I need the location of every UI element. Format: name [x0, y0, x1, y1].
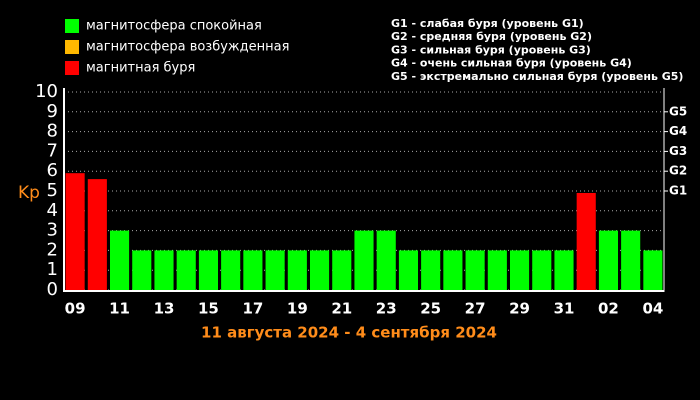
- bar: [643, 250, 663, 290]
- y-tick-label: 0: [47, 279, 58, 300]
- x-tick-label: 15: [198, 300, 219, 318]
- y-tick-label: 3: [47, 220, 58, 241]
- bar: [443, 250, 463, 290]
- bar: [198, 250, 218, 290]
- bar: [421, 250, 441, 290]
- bar: [87, 179, 107, 290]
- bar: [310, 250, 330, 290]
- x-tick-label: 17: [242, 300, 263, 318]
- bar: [132, 250, 152, 290]
- bar: [221, 250, 241, 290]
- bar: [354, 230, 374, 290]
- legend-swatch: [65, 40, 79, 54]
- bar: [332, 250, 352, 290]
- y-tick-label: 1: [47, 259, 58, 280]
- x-tick-label: 25: [420, 300, 441, 318]
- y-tick-label: 4: [47, 200, 58, 221]
- storm-level: G5 - экстремально сильная буря (уровень …: [391, 70, 683, 83]
- bar: [65, 173, 85, 290]
- legend-swatch: [65, 61, 79, 75]
- bar: [287, 250, 307, 290]
- y2-tick-label: G4: [669, 124, 687, 138]
- bar: [376, 230, 396, 290]
- bar: [576, 192, 596, 290]
- x-tick-label: 31: [554, 300, 575, 318]
- bar: [487, 250, 507, 290]
- bar: [532, 250, 552, 290]
- legend-swatch: [65, 19, 79, 33]
- y-tick-label: 8: [47, 121, 58, 142]
- storm-level: G2 - средняя буря (уровень G2): [391, 30, 592, 43]
- bar: [621, 230, 641, 290]
- x-tick-label: 23: [376, 300, 397, 318]
- x-tick-label: 19: [287, 300, 308, 318]
- x-tick-label: 09: [65, 300, 86, 318]
- legend-label: магнитосфера спокойная: [86, 19, 262, 34]
- bar: [110, 230, 130, 290]
- bar: [598, 230, 618, 290]
- x-tick-label: 29: [509, 300, 530, 318]
- y-tick-label: 2: [47, 239, 58, 260]
- y-tick-label: 7: [47, 140, 58, 161]
- x-tick-label: 11: [109, 300, 130, 318]
- y2-tick-label: G5: [669, 104, 687, 118]
- y-axis-label: Kp: [18, 183, 40, 203]
- legend-label: магнитосфера возбужденная: [86, 40, 289, 55]
- chart-title: 11 августа 2024 - 4 сентября 2024: [201, 324, 497, 342]
- legend-label: магнитная буря: [86, 61, 195, 76]
- bar: [243, 250, 263, 290]
- y2-tick-label: G1: [669, 184, 687, 198]
- x-tick-label: 13: [154, 300, 175, 318]
- y-tick-label: 9: [47, 101, 58, 122]
- x-tick-label: 21: [331, 300, 352, 318]
- y-tick-label: 5: [47, 180, 58, 201]
- bar: [265, 250, 285, 290]
- bar: [398, 250, 418, 290]
- bar: [510, 250, 530, 290]
- x-tick-label: 02: [598, 300, 619, 318]
- y-tick-label: 10: [35, 81, 58, 102]
- y2-tick-label: G3: [669, 144, 687, 158]
- y2-tick-label: G2: [669, 164, 687, 178]
- storm-level: G4 - очень сильная буря (уровень G4): [391, 57, 632, 70]
- y-tick-label: 6: [47, 160, 58, 181]
- storm-level: G3 - сильная буря (уровень G3): [391, 43, 591, 56]
- x-tick-label: 27: [465, 300, 486, 318]
- x-tick-label: 04: [642, 300, 663, 318]
- bar: [554, 250, 574, 290]
- bar: [176, 250, 196, 290]
- storm-level: G1 - слабая буря (уровень G1): [391, 17, 584, 30]
- bar: [154, 250, 174, 290]
- bar: [465, 250, 485, 290]
